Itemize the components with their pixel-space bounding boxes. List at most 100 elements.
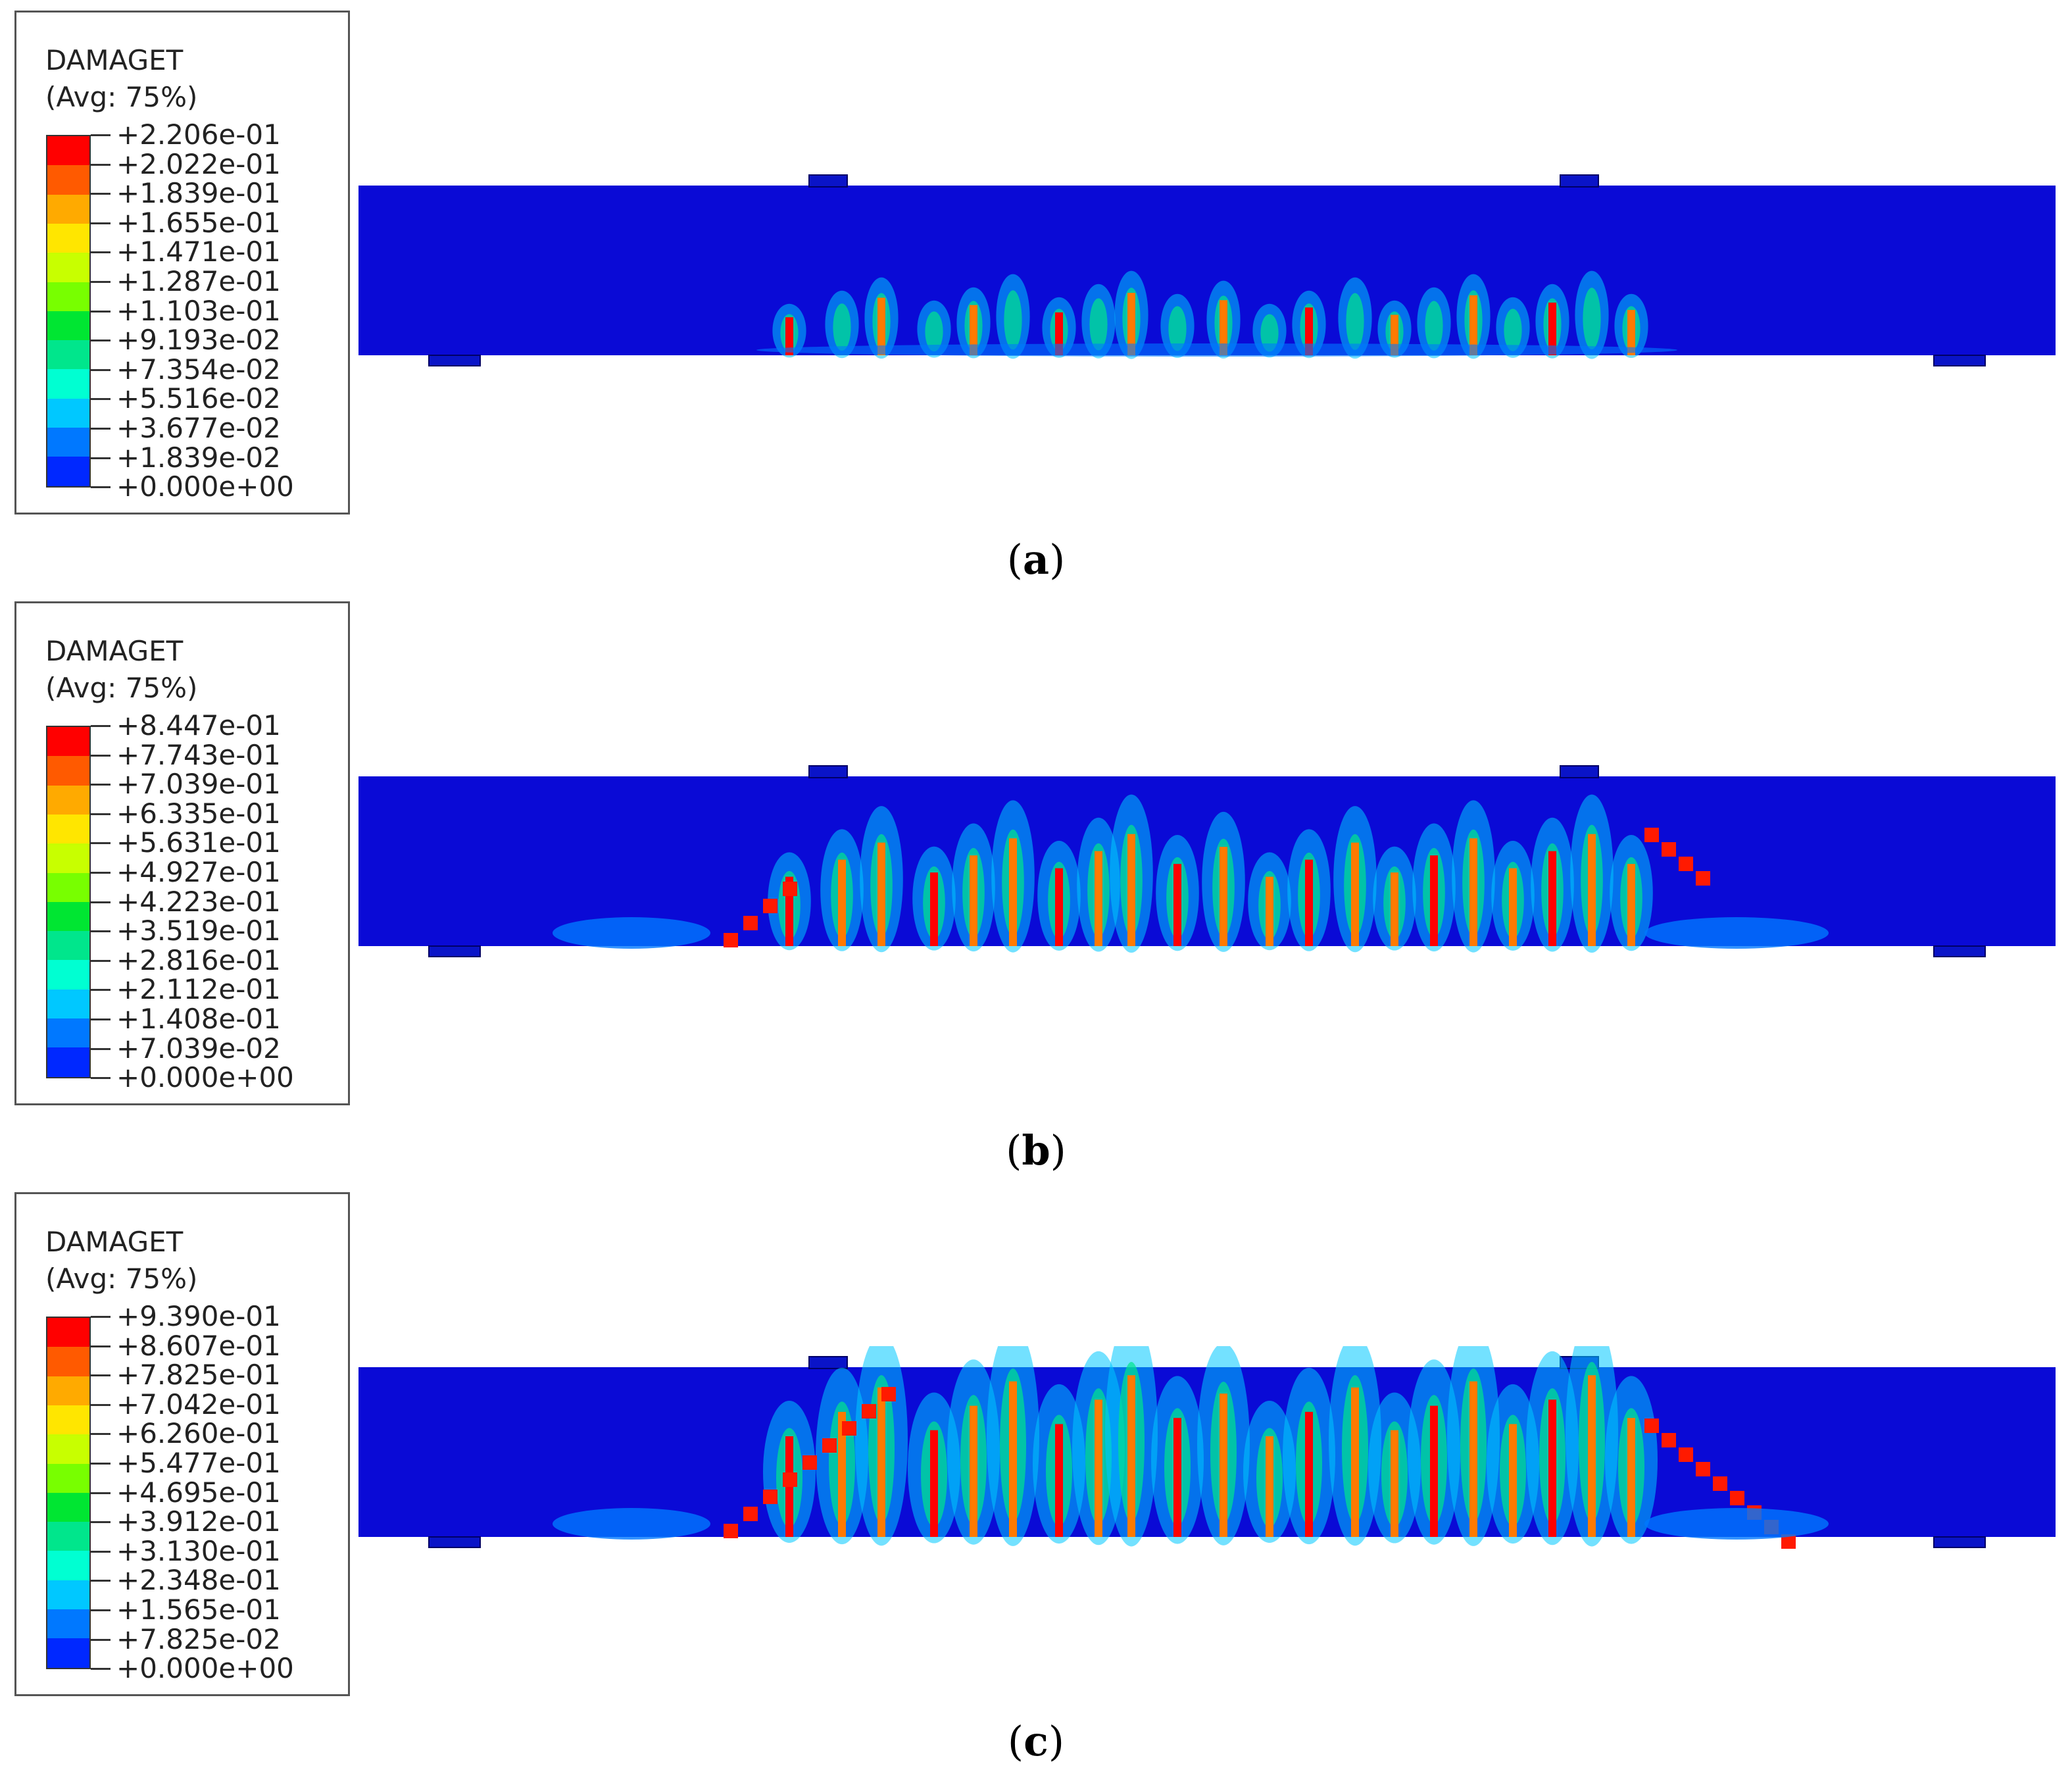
crack-column [930,1430,938,1537]
load-plate [1560,174,1599,188]
shear-crack-segment [1662,1433,1676,1447]
scale-swatch [47,311,89,341]
caption-open: ( [1006,1126,1022,1174]
scale-value-label: +7.354e-02 [116,353,281,386]
scale-swatch [47,1018,89,1048]
crack-column [970,305,977,355]
shear-crack-segment [763,899,777,913]
support-plate [428,945,481,957]
legend-title: DAMAGET [45,635,184,667]
scale-tick [91,959,111,962]
scale-value-label: +7.825e-02 [116,1622,281,1655]
scale-swatch [47,989,89,1019]
caption-letter: a [1022,536,1050,584]
scale-tick [91,428,111,430]
scale-swatch [47,843,89,873]
legend: DAMAGET (Avg: 75%) +9.390e-01 +8.607e-01 +… [14,1192,350,1696]
scale-swatch [47,1047,89,1077]
scale-swatch [47,872,89,902]
crack-column [1009,838,1017,946]
shear-crack-segment [743,916,758,930]
crack-column [1469,295,1477,355]
load-plate [808,765,848,778]
scale-tick [91,457,111,459]
scale-value-label: +7.743e-01 [116,738,281,771]
beam-svg [358,1346,2056,1549]
support-plate [428,355,481,366]
crack-column [1266,1436,1273,1537]
scale-tick [91,872,111,874]
scale-tick [91,989,111,992]
scale-tick [91,1345,111,1347]
scale-tick [91,1463,111,1465]
scale-swatch [47,1376,89,1406]
scale-value-label: +2.816e-01 [116,943,281,976]
scale-value-label: +2.112e-01 [116,973,281,1006]
scale-tick [91,1609,111,1611]
scale-tick [91,1374,111,1377]
scale-value-label: +5.516e-02 [116,382,281,415]
crack-column [1588,1375,1596,1537]
crack-column [1220,1394,1227,1537]
scale-value-label: +7.039e-02 [116,1032,281,1065]
scale-value-label: +8.447e-01 [116,709,281,741]
beam-contour [355,1346,2065,1563]
shear-crack-segment [763,1490,777,1504]
crack-column [1220,847,1227,946]
support-plate [428,1536,481,1548]
crack-column [1509,868,1517,946]
crack-column [970,855,977,946]
scale-tick [91,1521,111,1524]
scale-value-label: +3.912e-01 [116,1505,281,1538]
crack-column [1430,855,1438,946]
shear-crack-segment [1662,842,1676,857]
damage-core [1583,288,1601,350]
scale-value-label: +0.000e+00 [116,1061,294,1094]
caption-close: ) [1048,1717,1065,1765]
scale-swatch [47,1492,89,1522]
crack-column [1127,1375,1135,1537]
legend-subtitle: (Avg: 75%) [45,1263,198,1295]
caption-close: ) [1049,536,1066,584]
damage-core [1260,314,1279,352]
damage-core [1425,301,1443,351]
scale-value-label: +5.631e-01 [116,826,281,859]
scale-value-label: +8.607e-01 [116,1329,281,1362]
crack-column [1627,1418,1635,1537]
crack-column [838,1411,846,1537]
color-scale [46,1317,91,1669]
scale-tick [91,486,111,489]
scale-tick [91,1077,111,1080]
scale-value-label: +2.348e-01 [116,1564,281,1597]
caption-letter: c [1024,1717,1048,1765]
damage-spread [756,343,1677,357]
scale-value-label: +1.655e-01 [116,206,281,239]
scale-value-label: +7.039e-01 [116,768,281,801]
crack-column [1305,307,1313,355]
scale-swatch [47,1347,89,1376]
caption-letter: b [1022,1126,1050,1174]
scale-tick [91,1492,111,1494]
load-plate [808,174,848,188]
shear-crack-segment [1713,1476,1727,1491]
beam-svg [358,765,2056,957]
crack-column [1266,876,1273,946]
crack-column [1588,834,1596,946]
scale-swatch [47,369,89,399]
scale-tick [91,398,111,401]
scale-swatch [47,1580,89,1610]
color-scale [46,135,91,488]
shear-crack-segment [783,882,797,896]
scale-tick [91,310,111,313]
scale-value-label: +1.565e-01 [116,1594,281,1626]
caption-open: ( [1007,1717,1024,1765]
scale-tick [91,339,111,342]
scale-tick [91,134,111,136]
crack-column [930,872,938,946]
scale-swatch [47,1551,89,1580]
shear-crack-segment [1679,857,1693,871]
shear-crack-segment [802,1455,817,1470]
scale-swatch [47,136,89,166]
legend: DAMAGET (Avg: 75%) +2.206e-01 +2.022e-01 +… [14,11,350,515]
crack-column [785,317,793,355]
